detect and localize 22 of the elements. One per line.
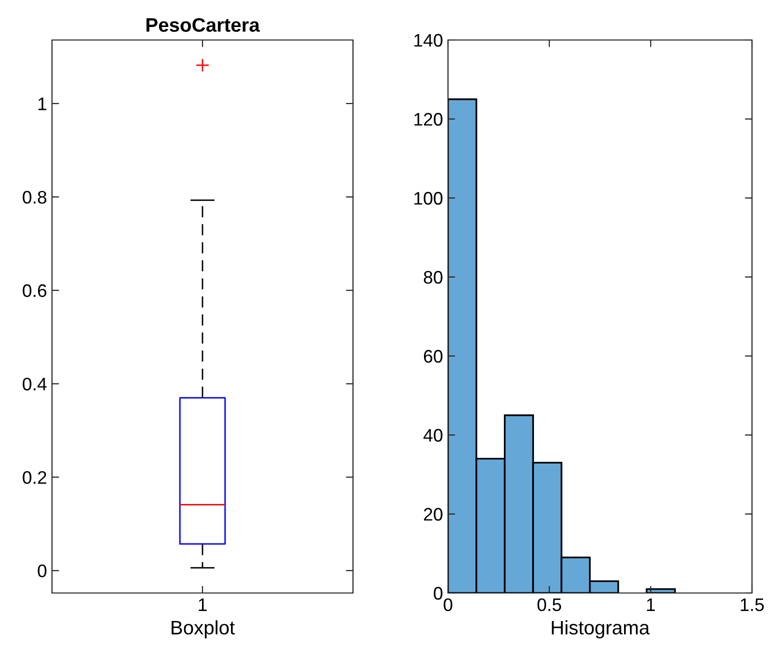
x-tick-label: 0: [444, 598, 452, 612]
y-tick-label: 120: [414, 112, 442, 126]
x-tick-label: 1: [647, 598, 655, 611]
y-tick-label: 20: [424, 508, 442, 521]
x-axis-title: Histograma: [552, 620, 650, 638]
y-tick-label: 0: [38, 564, 46, 578]
y-tick-label: 100: [414, 192, 442, 205]
y-tick-label: 140: [414, 34, 442, 47]
y-tick-label: 60: [424, 350, 442, 363]
x-tick-label: 0.5: [537, 598, 562, 612]
x-tick-label: 1: [198, 598, 207, 611]
x-axis-title: Boxplot: [172, 620, 235, 638]
y-tick-label: 0.6: [22, 284, 46, 298]
chart-title: PesoCartera: [146, 18, 260, 32]
y-tick-label: 40: [423, 428, 442, 442]
y-tick-label: 0.4: [22, 378, 47, 390]
y-tick-label: 0: [434, 586, 442, 600]
y-tick-label: 1: [38, 98, 46, 110]
y-tick-label: 0.8: [22, 190, 46, 204]
y-tick-label: 80: [424, 270, 442, 284]
y-tick-label: 0.2: [22, 471, 46, 484]
x-tick-label: 1.5: [740, 598, 764, 612]
